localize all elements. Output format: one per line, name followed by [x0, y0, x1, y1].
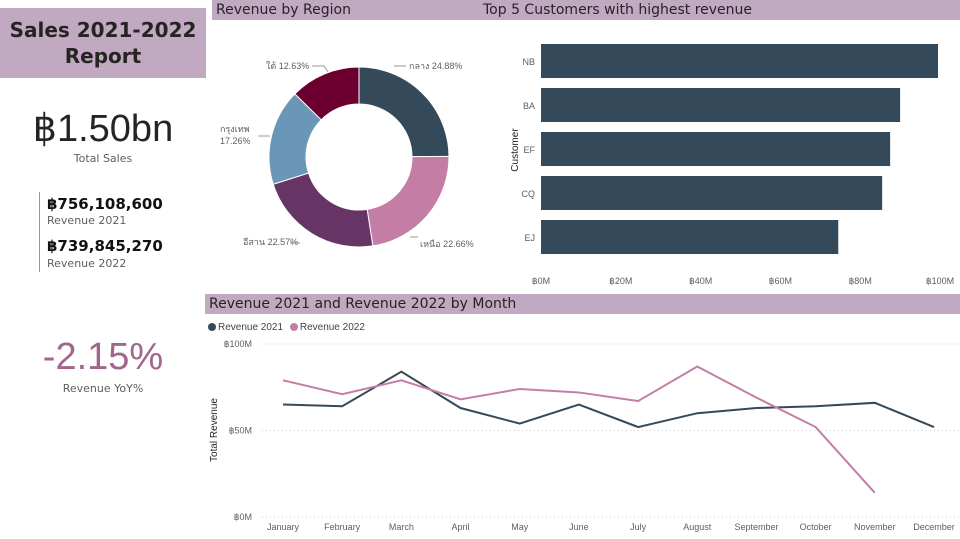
- legend-label-2021: Revenue 2021: [218, 322, 284, 333]
- leader-lines: [258, 65, 418, 244]
- label-north: เหนือ 22.66%: [420, 239, 474, 249]
- series-line-2022[interactable]: [282, 365, 876, 494]
- x-tick-label: September: [734, 522, 778, 532]
- category-label: BA: [523, 101, 535, 111]
- x-tick-label: April: [452, 522, 470, 532]
- multi-card-divider: [39, 192, 40, 272]
- legend-label-2022: Revenue 2022: [299, 322, 365, 333]
- revenue-2022-value: ฿739,845,270: [47, 237, 163, 255]
- x-tick-label: July: [630, 522, 647, 532]
- yoy-value: -2.15%: [42, 336, 164, 378]
- label-bangkok-pct: 17.26%: [220, 136, 251, 146]
- line-legend: Revenue 2021 Revenue 2022: [208, 322, 365, 333]
- donut-slice-2[interactable]: [272, 172, 374, 248]
- customer-bar-chart: Customer NB BA EF CQ EJ ฿0M ฿20M ฿40M ฿60M ฿80M ฿1…: [510, 44, 954, 286]
- label-south: ใต้ 12.63%: [266, 61, 309, 71]
- bar-CQ[interactable]: [541, 176, 883, 210]
- bar-BA[interactable]: [541, 88, 901, 122]
- x-tick-label: ฿60M: [769, 276, 792, 286]
- x-tick-label: ฿0M: [532, 276, 550, 286]
- legend-2022[interactable]: Revenue 2022: [289, 322, 365, 333]
- x-tick-label: ฿100M: [926, 276, 954, 286]
- x-tick-label: November: [854, 522, 896, 532]
- x-tick-label: ฿80M: [849, 276, 872, 286]
- series-line-2021[interactable]: [282, 370, 935, 429]
- customer-chart-title: Top 5 Customers with highest revenue: [479, 0, 960, 20]
- label-bangkok: กรุงเทพ: [220, 124, 250, 135]
- revenue-2021-value: ฿756,108,600: [47, 195, 163, 213]
- y-axis-title: Total Revenue: [209, 398, 220, 462]
- x-tick-label: March: [389, 522, 414, 532]
- total-sales-value: ฿1.50bn: [32, 108, 174, 150]
- revenue-2021-label: Revenue 2021: [47, 214, 127, 227]
- category-label: CQ: [522, 189, 536, 199]
- x-tick-label: June: [569, 522, 589, 532]
- donut-slice-0[interactable]: [358, 66, 450, 158]
- region-donut-chart: กลาง 24.88% เหนือ 22.66% อีสาน 22.57% กร…: [220, 61, 474, 249]
- legend-dot-2021: [208, 323, 216, 331]
- x-tick-label: January: [267, 522, 300, 532]
- x-tick-label: October: [800, 522, 832, 532]
- report-title: Sales 2021-2022 Report: [0, 8, 206, 78]
- x-tick-label: ฿20M: [609, 276, 632, 286]
- y-axis-title: Customer: [510, 128, 521, 172]
- revenue-2022-label: Revenue 2022: [47, 257, 127, 270]
- region-chart-title: Revenue by Region: [212, 0, 481, 20]
- y-tick-label: ฿100M: [224, 339, 252, 349]
- bar-EF[interactable]: [541, 132, 891, 166]
- legend-2021[interactable]: Revenue 2021: [208, 322, 283, 333]
- label-central: กลาง 24.88%: [409, 61, 462, 71]
- y-tick-label: ฿0M: [234, 512, 252, 522]
- x-tick-label: ฿40M: [689, 276, 712, 286]
- category-label: EJ: [524, 233, 535, 243]
- category-label: EF: [523, 145, 535, 155]
- category-label: NB: [522, 57, 535, 67]
- monthly-line-chart: Total Revenue ฿0M ฿50M ฿100M January Februar…: [209, 339, 960, 532]
- yoy-label: Revenue YoY%: [62, 382, 144, 395]
- donut-slice-1[interactable]: [366, 155, 450, 247]
- monthly-chart-title: Revenue 2021 and Revenue 2022 by Month: [205, 294, 960, 314]
- x-tick-label: August: [683, 522, 712, 532]
- x-tick-label: May: [511, 522, 529, 532]
- y-tick-label: ฿50M: [229, 426, 252, 436]
- bar-NB[interactable]: [541, 44, 939, 78]
- label-northeast: อีสาน 22.57%: [243, 237, 298, 247]
- total-sales-label: Total Sales: [73, 152, 133, 165]
- x-tick-label: December: [913, 522, 955, 532]
- bar-EJ[interactable]: [541, 220, 839, 254]
- donut-slice-4[interactable]: [294, 66, 360, 121]
- legend-dot-2022: [289, 323, 298, 331]
- x-tick-label: February: [324, 522, 361, 532]
